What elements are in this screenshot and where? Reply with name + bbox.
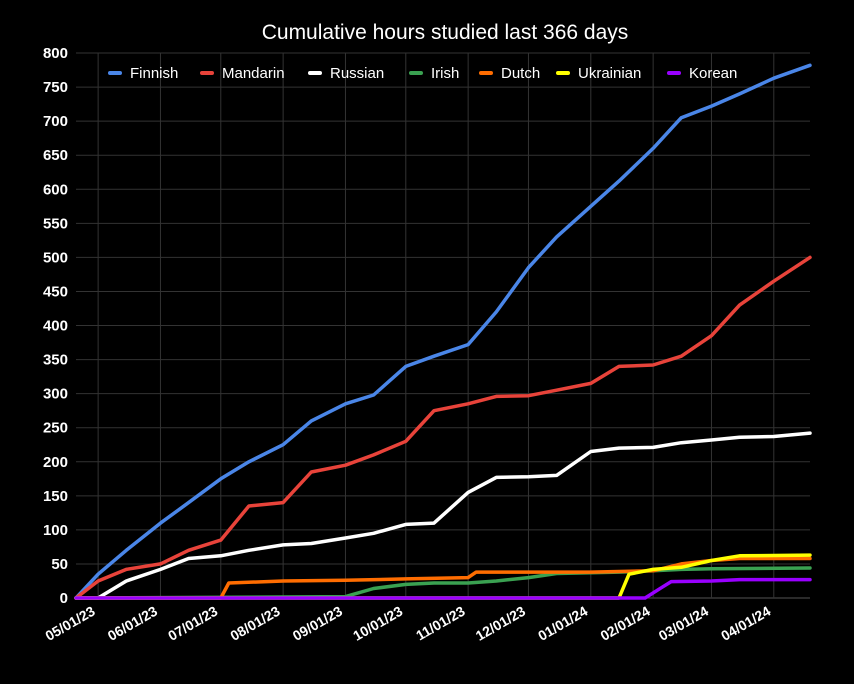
x-tick-label: 09/01/23 xyxy=(290,603,345,644)
x-tick-label: 01/01/24 xyxy=(535,603,590,644)
x-axis-ticks: 05/01/23 06/01/23 07/01/23 08/01/23 09/01/23… xyxy=(42,603,773,644)
y-tick-label: 650 xyxy=(43,147,68,164)
y-tick-label: 350 xyxy=(43,352,68,369)
y-tick-label: 500 xyxy=(43,249,68,266)
legend-label: Korean xyxy=(689,65,737,82)
y-tick-label: 750 xyxy=(43,79,68,96)
y-axis-ticks: 0 50 100 150 200 250 300 350 400 450 500 550 600 650 7… xyxy=(43,45,68,607)
y-tick-label: 50 xyxy=(51,556,68,573)
x-tick-label: 04/01/24 xyxy=(718,603,773,644)
series-line-finnish xyxy=(74,63,812,600)
y-tick-label: 800 xyxy=(43,45,68,62)
series-line-korean xyxy=(74,577,812,600)
y-tick-label: 450 xyxy=(43,283,68,300)
legend-label: Finnish xyxy=(130,65,178,82)
legend-label: Russian xyxy=(330,65,384,82)
legend: Finnish Mandarin Russian Irish Dutch Ukrainia… xyxy=(108,65,737,82)
y-tick-label: 0 xyxy=(60,590,68,607)
x-tick-label: 05/01/23 xyxy=(42,603,97,644)
grid xyxy=(76,52,810,599)
series-lines xyxy=(74,63,812,600)
y-tick-label: 100 xyxy=(43,522,68,539)
x-tick-label: 10/01/23 xyxy=(350,603,405,644)
legend-label: Mandarin xyxy=(222,65,285,82)
x-tick-label: 03/01/24 xyxy=(656,603,711,644)
x-tick-label: 02/01/24 xyxy=(597,603,652,644)
x-tick-label: 07/01/23 xyxy=(165,603,220,644)
y-tick-label: 300 xyxy=(43,386,68,403)
legend-label: Dutch xyxy=(501,65,540,82)
y-tick-label: 250 xyxy=(43,420,68,437)
x-tick-label: 08/01/23 xyxy=(227,603,282,644)
series-line-mandarin xyxy=(74,255,812,600)
y-tick-label: 200 xyxy=(43,454,68,471)
x-tick-label: 06/01/23 xyxy=(105,603,160,644)
y-tick-label: 150 xyxy=(43,488,68,505)
legend-label: Irish xyxy=(431,65,459,82)
chart-title: Cumulative hours studied last 366 days xyxy=(262,21,629,44)
series-line-ukrainian xyxy=(74,553,812,600)
y-tick-label: 600 xyxy=(43,181,68,198)
y-tick-label: 700 xyxy=(43,113,68,130)
series-line-irish xyxy=(74,566,812,600)
x-tick-label: 11/01/23 xyxy=(413,603,468,644)
y-tick-label: 400 xyxy=(43,318,68,335)
x-tick-label: 12/01/23 xyxy=(473,603,528,644)
legend-label: Ukrainian xyxy=(578,65,641,82)
y-tick-label: 550 xyxy=(43,215,68,232)
series-line-russian xyxy=(74,431,812,600)
